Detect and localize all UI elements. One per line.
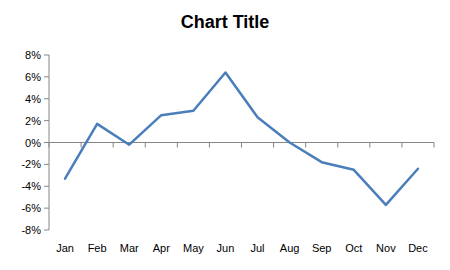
y-tick bbox=[44, 142, 49, 143]
x-tick-label: Feb bbox=[88, 242, 107, 254]
x-tick-label: Aug bbox=[280, 242, 300, 254]
y-tick-label: -6% bbox=[21, 202, 41, 214]
chart-title: Chart Title bbox=[181, 12, 270, 32]
y-axis-line bbox=[49, 55, 50, 230]
y-tick bbox=[44, 76, 49, 77]
x-tick-label: Apr bbox=[153, 242, 170, 254]
data-line bbox=[65, 73, 418, 205]
plot-area bbox=[65, 73, 418, 205]
x-tick-label: Nov bbox=[376, 242, 396, 254]
y-tick bbox=[44, 120, 49, 121]
x-tick bbox=[273, 143, 274, 148]
x-tick-label: May bbox=[183, 242, 204, 254]
y-tick-label: -2% bbox=[21, 158, 41, 170]
x-tick bbox=[434, 143, 435, 148]
x-tick-label: Jan bbox=[56, 242, 74, 254]
x-tick bbox=[145, 143, 146, 148]
y-tick bbox=[44, 55, 49, 56]
x-tick-label: Jun bbox=[217, 242, 235, 254]
x-tick bbox=[241, 143, 242, 148]
y-tick bbox=[44, 186, 49, 187]
y-tick bbox=[44, 230, 49, 231]
y-tick-label: -8% bbox=[21, 224, 41, 236]
y-tick-label: 4% bbox=[25, 93, 41, 105]
x-tick-label: Jul bbox=[251, 242, 265, 254]
x-tick bbox=[113, 143, 114, 148]
y-tick-label: 0% bbox=[25, 137, 41, 149]
chart-container: Chart Title -8% -6% -4% -2% 0% 2% 4% 6% 8% Jan Feb M… bbox=[0, 0, 450, 270]
x-tick-label: Sep bbox=[312, 242, 332, 254]
y-tick bbox=[44, 208, 49, 209]
y-tick-label: -4% bbox=[21, 180, 41, 192]
x-tick bbox=[209, 143, 210, 148]
x-tick-label: Oct bbox=[345, 242, 362, 254]
y-tick bbox=[44, 164, 49, 165]
chart-svg: Chart Title -8% -6% -4% -2% 0% 2% 4% 6% 8% Jan Feb M… bbox=[0, 0, 450, 270]
x-tick bbox=[177, 143, 178, 148]
y-tick bbox=[44, 98, 49, 99]
x-tick-label: Dec bbox=[408, 242, 428, 254]
x-tick bbox=[401, 143, 402, 148]
x-tick bbox=[337, 143, 338, 148]
x-tick bbox=[369, 143, 370, 148]
x-tick bbox=[81, 143, 82, 148]
x-tick bbox=[49, 143, 50, 148]
x-tick bbox=[305, 143, 306, 148]
y-tick-label: 8% bbox=[25, 49, 41, 61]
x-tick-label: Mar bbox=[120, 242, 139, 254]
y-tick-label: 2% bbox=[25, 115, 41, 127]
y-tick-label: 6% bbox=[25, 71, 41, 83]
